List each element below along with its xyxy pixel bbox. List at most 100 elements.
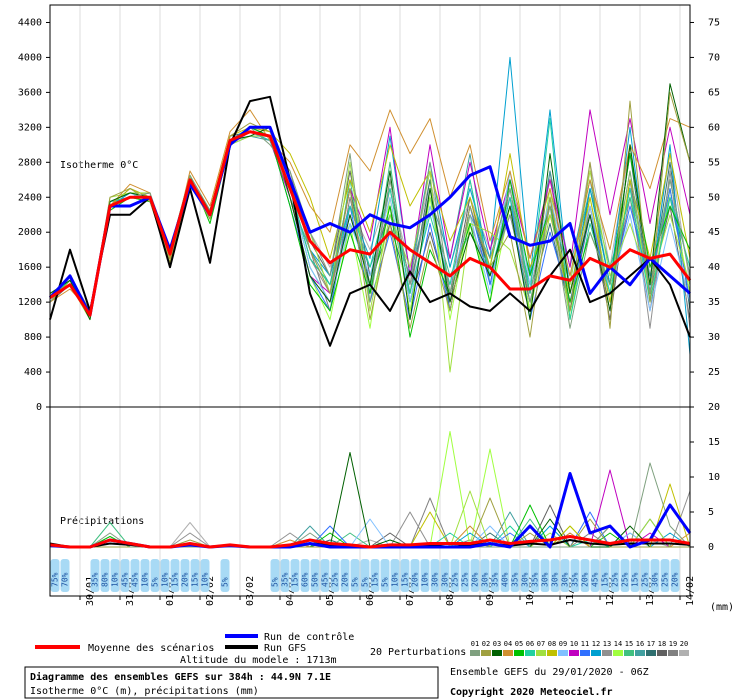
snow-probability-marker — [390, 559, 400, 592]
copyright: Copyright 2020 Meteociel.fr — [450, 686, 613, 698]
x-tick-label: 09/02 — [485, 576, 496, 606]
snow-probability-marker — [490, 559, 500, 592]
snow-probability-label: 20% — [471, 572, 480, 587]
x-tick-label: 03/02 — [245, 576, 256, 606]
legend-label: 01 — [471, 640, 479, 648]
snow-probability-marker — [640, 559, 650, 592]
x-tick-label: 31/01 — [125, 576, 136, 606]
legend-label: Run de contrôle — [264, 631, 354, 643]
snow-probability-marker — [370, 559, 380, 592]
snow-probability-marker — [60, 559, 70, 592]
y-tick-label: 800 — [24, 332, 42, 343]
y2-tick-label: 20 — [708, 402, 720, 413]
snow-probability-label: 30% — [441, 572, 450, 587]
x-tick-label: 01/02 — [165, 576, 176, 606]
legend-label: 06 — [526, 640, 534, 648]
snow-probability-label: 25% — [451, 572, 460, 587]
snow-probability-label: 70% — [61, 572, 70, 587]
legend-swatch — [569, 650, 579, 656]
snow-probability-marker — [170, 559, 180, 592]
snow-probability-label: 30% — [551, 572, 560, 587]
legend-label: 17 — [647, 640, 655, 648]
y-tick-label: 5 — [708, 507, 714, 518]
snow-probability-label: 25% — [621, 572, 630, 587]
y2-tick-label: 50 — [708, 192, 720, 203]
snow-probability-label: 10% — [391, 572, 400, 587]
snow-probability-marker — [610, 559, 620, 592]
legend-label: 14 — [614, 640, 622, 648]
x-tick-label: 11/02 — [565, 576, 576, 606]
snow-probability-label: 15% — [371, 572, 380, 587]
snow-probability-label: 35% — [531, 572, 540, 587]
series-line — [49, 535, 691, 549]
snow-probability-label: 35% — [571, 572, 580, 587]
snow-probability-label: 45% — [131, 572, 140, 587]
legend-label: 05 — [515, 640, 523, 648]
snow-probability-marker — [130, 559, 140, 592]
snow-probability-marker — [300, 559, 310, 592]
legend-label: 13 — [603, 640, 611, 648]
y-tick-label: 2800 — [18, 157, 42, 168]
legend-label: 19 — [669, 640, 677, 648]
snow-probability-label: 5% — [351, 577, 360, 587]
y2-tick-label: 25 — [708, 367, 720, 378]
y2-tick-label: 30 — [708, 332, 720, 343]
legend-label: 09 — [559, 640, 567, 648]
snow-probability-marker — [440, 559, 450, 592]
snow-probability-label: 25% — [461, 572, 470, 587]
snow-probability-label: 30% — [481, 572, 490, 587]
x-tick-label: 13/02 — [645, 576, 656, 606]
snow-probability-label: 15% — [191, 572, 200, 587]
legend-label: 03 — [493, 640, 501, 648]
y-tick-label: 2400 — [18, 192, 42, 203]
y-tick-label: 3600 — [18, 87, 42, 98]
snow-probability-label: 40% — [501, 572, 510, 587]
y2-tick-label: 65 — [708, 87, 720, 98]
snow-probability-label: 20% — [181, 572, 190, 587]
snow-probability-marker — [620, 559, 630, 592]
x-tick-label: 05/02 — [325, 576, 336, 606]
y2-tick-label: 45 — [708, 227, 720, 238]
snow-probability-label: 60% — [301, 572, 310, 587]
snow-probability-label: 25% — [611, 572, 620, 587]
snow-probability-label: 5% — [381, 577, 390, 587]
footer-title: Diagramme des ensembles GEFS sur 384h : … — [30, 671, 331, 683]
x-tick-label: 06/02 — [365, 576, 376, 606]
legend-label: 08 — [548, 640, 556, 648]
snow-probability-label: 20% — [341, 572, 350, 587]
snow-probability-label: 30% — [651, 572, 660, 587]
snow-probability-marker — [530, 559, 540, 592]
snow-probability-marker — [450, 559, 460, 592]
x-tick-label: 10/02 — [525, 576, 536, 606]
snow-probability-marker — [470, 559, 480, 592]
legend-label: 12 — [592, 640, 600, 648]
snow-probability-marker — [280, 559, 290, 592]
snow-probability-marker — [120, 559, 130, 592]
snow-probability-label: 10% — [201, 572, 210, 587]
legend-swatch — [536, 650, 546, 656]
snow-probability-marker — [100, 559, 110, 592]
snow-probability-marker — [570, 559, 580, 592]
legend-label: 15 — [625, 640, 633, 648]
snow-probability-label: 5% — [151, 577, 160, 587]
y-tick-label: 3200 — [18, 122, 42, 133]
y-tick-label: 15 — [708, 437, 720, 448]
snow-probability-label: 30% — [541, 572, 550, 587]
legend-swatch — [591, 650, 601, 656]
y-tick-label: 0 — [708, 542, 714, 553]
snow-probability-label: 15% — [631, 572, 640, 587]
legend-swatch — [657, 650, 667, 656]
snow-probability-marker — [190, 559, 200, 592]
snow-probability-label: 10% — [141, 572, 150, 587]
snow-probability-label: 20% — [411, 572, 420, 587]
snow-probability-label: 50% — [311, 572, 320, 587]
snow-probability-marker — [330, 559, 340, 592]
snow-probability-label: 5% — [221, 577, 230, 587]
y-tick-label: 2000 — [18, 227, 42, 238]
legend-swatch — [492, 650, 502, 656]
y2-tick-label: 40 — [708, 262, 720, 273]
legend-swatch — [668, 650, 678, 656]
series-line — [49, 130, 692, 317]
legend-label: 11 — [581, 640, 589, 648]
snow-probability-marker — [320, 559, 330, 592]
